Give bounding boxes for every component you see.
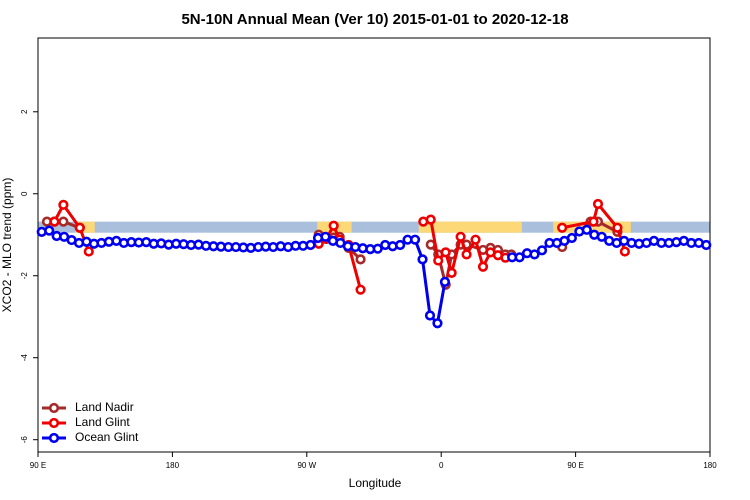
series-marker: [439, 276, 451, 287]
series-marker: [514, 252, 525, 263]
series-marker: [395, 239, 406, 251]
y-tick-label: -6: [20, 436, 29, 444]
series-marker: [49, 216, 60, 227]
land-band: [418, 221, 522, 233]
series-marker: [58, 216, 69, 227]
series-marker: [74, 222, 85, 233]
x-axis-label: Longitude: [349, 476, 402, 490]
x-tick-label: 90 E: [30, 461, 46, 470]
series-marker: [536, 245, 548, 256]
series-marker: [592, 198, 604, 210]
series-marker: [372, 243, 383, 254]
series-marker: [58, 199, 69, 210]
series-marker: [461, 249, 472, 260]
y-tick-label: 2: [20, 109, 29, 114]
series-marker: [432, 318, 443, 329]
series-marker: [425, 214, 436, 225]
x-tick-label: 180: [166, 461, 180, 470]
legend-label: Land Glint: [75, 415, 130, 429]
land-band: [553, 221, 631, 233]
series-marker: [470, 234, 481, 245]
series-marker: [529, 249, 540, 260]
series-marker: [355, 284, 366, 295]
series-marker: [355, 254, 366, 265]
series-marker: [446, 267, 457, 278]
x-tick-label: 0: [439, 461, 444, 470]
series-marker: [612, 222, 623, 233]
x-tick-label: 90 E: [567, 461, 583, 470]
y-axis-label: XCO2 - MLO trend (ppm): [0, 178, 14, 313]
series-marker: [455, 231, 466, 242]
series-marker: [44, 225, 55, 236]
chart-title: 5N-10N Annual Mean (Ver 10) 2015-01-01 t…: [181, 11, 568, 28]
x-tick-label: 90 W: [297, 461, 316, 470]
series-marker: [581, 224, 592, 235]
legend-marker: [48, 432, 60, 444]
series-marker: [566, 232, 577, 244]
y-tick-label: 0: [20, 191, 29, 196]
series-marker: [440, 247, 451, 258]
y-tick-label: -2: [20, 272, 29, 280]
legend-label: Ocean Glint: [75, 430, 139, 444]
series-marker: [83, 246, 94, 257]
ocean-band: [38, 221, 710, 233]
series-marker: [424, 310, 436, 321]
series-marker: [619, 246, 630, 257]
legend-label: Land Nadir: [75, 400, 134, 414]
series-marker: [596, 231, 607, 242]
series-marker: [433, 255, 444, 266]
series-marker: [588, 216, 599, 227]
series-marker: [305, 239, 316, 251]
y-tick-label: -4: [20, 354, 29, 362]
land-band: [75, 221, 95, 233]
series-marker: [417, 254, 428, 265]
series-marker: [701, 239, 712, 251]
series-marker: [477, 261, 489, 272]
x-tick-label: 180: [703, 461, 717, 470]
series-marker: [409, 234, 421, 245]
series-marker: [320, 231, 331, 242]
legend-marker: [48, 402, 60, 414]
series-marker: [328, 220, 339, 231]
series-marker: [557, 222, 568, 233]
legend-marker: [48, 417, 60, 429]
